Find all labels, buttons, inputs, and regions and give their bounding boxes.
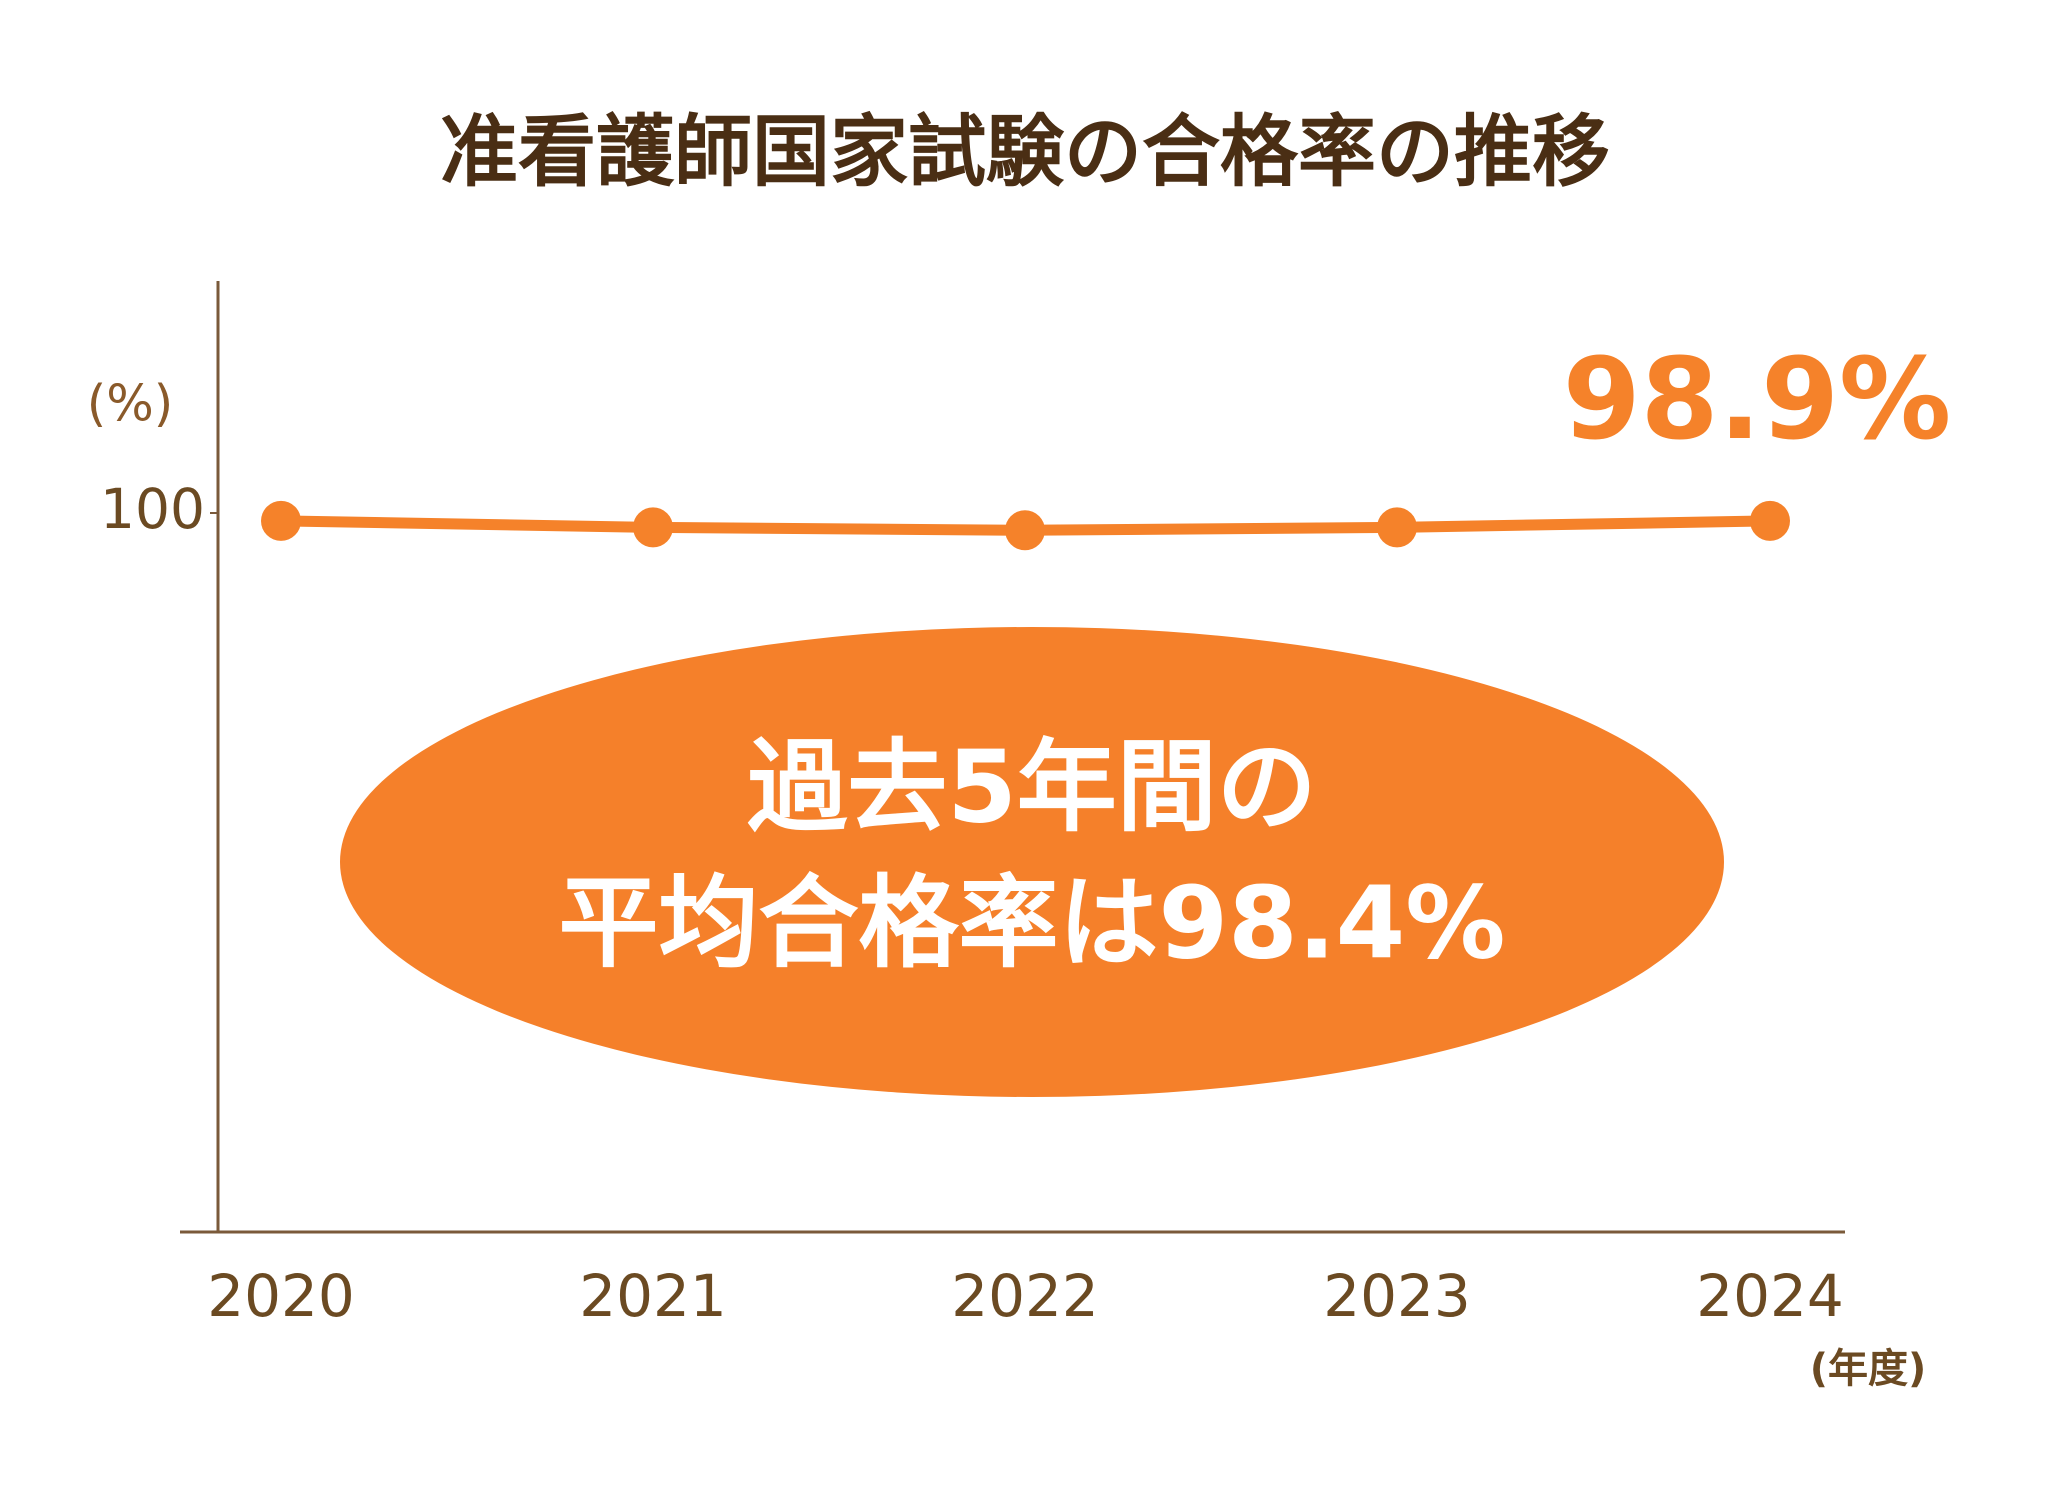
x-tick-label: 2022 [951, 1262, 1099, 1330]
summary-text: 過去5年間の [747, 728, 1317, 845]
y-axis-label: (%) [87, 375, 174, 433]
y-tick-label: 100 [100, 477, 205, 541]
data-point [1005, 510, 1045, 551]
plot-area: 100 2020 2021 2022 2023 2024 98.9% [100, 335, 1951, 1330]
summary-bubble [340, 627, 1724, 1097]
x-tick-label: 2024 [1696, 1262, 1844, 1330]
summary-text: 平均合格率は98.4% [559, 864, 1506, 981]
x-tick-label: 2021 [579, 1262, 727, 1330]
x-tick-label: 2020 [207, 1262, 355, 1330]
x-tick-label: 2023 [1323, 1262, 1471, 1330]
data-label: 98.9% [1563, 335, 1952, 465]
chart-title: 准看護師国家試験の合格率の推移 [440, 107, 1610, 197]
data-point [261, 500, 301, 541]
data-point [1377, 507, 1417, 548]
data-point [633, 507, 673, 548]
data-point [1750, 500, 1790, 541]
x-axis-label: (年度) [1810, 1346, 1927, 1392]
